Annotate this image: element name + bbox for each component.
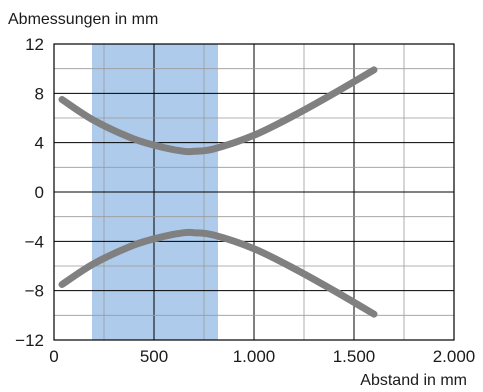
tick-label-group: 0 500 1.000 1.500 2.000 12 8 4 0 −4 −8 −12 <box>15 35 475 366</box>
y-tick-label: 4 <box>35 134 44 153</box>
x-tick-label: 500 <box>140 347 168 366</box>
y-axis-title: Abmessungen in mm <box>8 11 158 28</box>
y-tick-label: −12 <box>15 331 44 350</box>
y-tick-label: 8 <box>35 84 44 103</box>
y-tick-label: −8 <box>25 282 44 301</box>
x-tick-label: 0 <box>49 347 58 366</box>
y-tick-label: 12 <box>25 35 44 54</box>
y-tick-label: −4 <box>25 232 44 251</box>
x-tick-label: 2.000 <box>433 347 476 366</box>
upper-curve <box>58 66 378 156</box>
x-axis-title: Abstand in mm <box>360 372 467 389</box>
x-tick-label: 1.000 <box>233 347 276 366</box>
x-tick-label: 1.500 <box>333 347 376 366</box>
series-group <box>58 66 378 318</box>
y-tick-label: 0 <box>35 183 44 202</box>
grid-group <box>53 43 455 341</box>
lower-curve <box>58 228 378 318</box>
plot-frame <box>53 43 455 341</box>
